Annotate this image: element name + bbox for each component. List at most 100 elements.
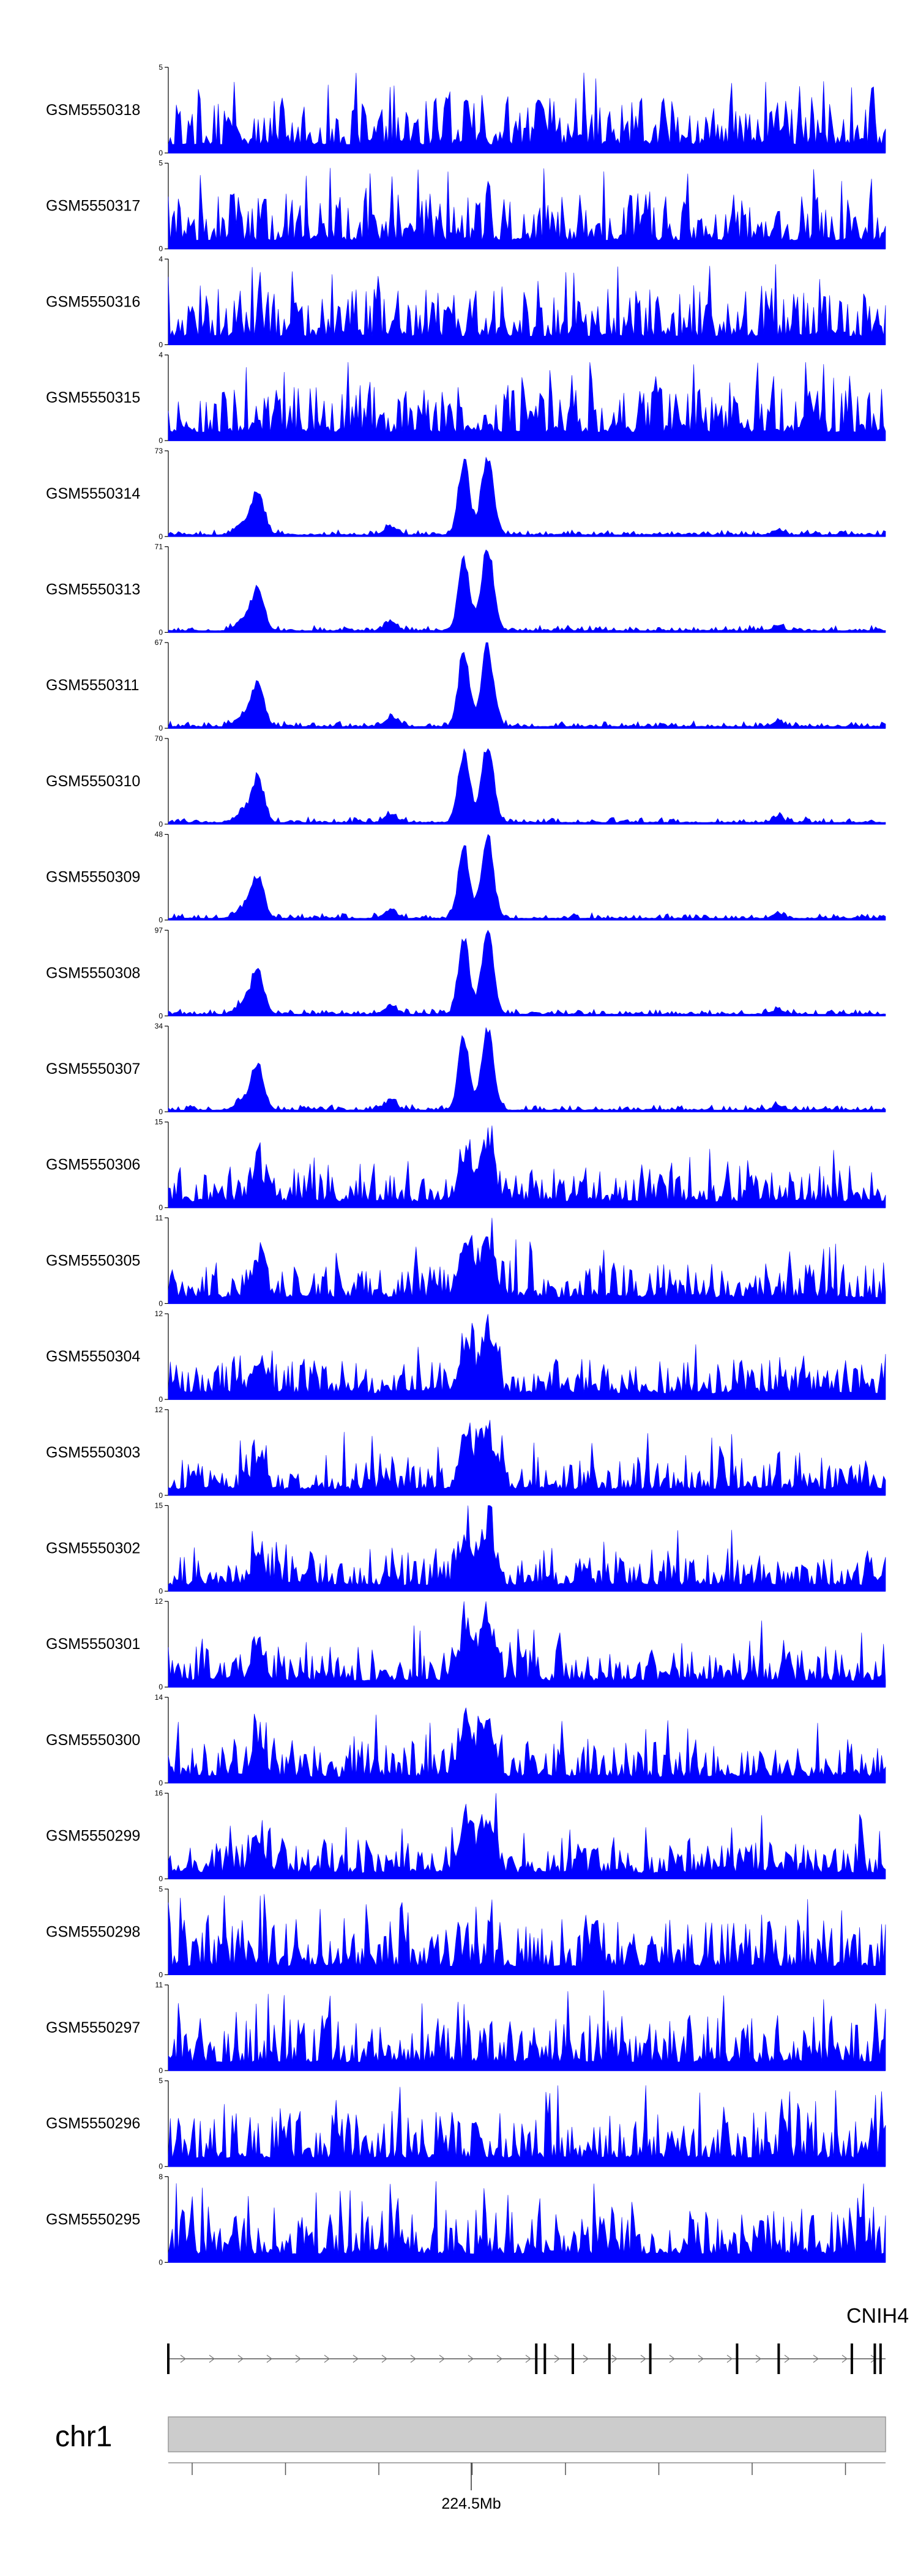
y-tick-label-min: 0 <box>159 436 163 445</box>
strand-arrow-icon <box>381 2355 387 2363</box>
strand-arrow-icon <box>468 2355 474 2363</box>
y-tick-label-max: 11 <box>155 1213 163 1222</box>
track-label: GSM5550317 <box>46 198 140 215</box>
signal-area <box>168 1420 886 1496</box>
y-tick-label-max: 4 <box>159 351 163 359</box>
signal-area <box>168 1990 886 2071</box>
exon <box>649 2343 652 2374</box>
y-tick-label-min: 0 <box>159 1779 163 1787</box>
strand-arrow-icon <box>295 2355 301 2363</box>
y-tick-label-max: 12 <box>155 1309 163 1318</box>
strand-arrow-icon <box>180 2355 186 2363</box>
signal-area <box>168 549 886 633</box>
y-tick-label-max: 15 <box>155 1502 163 1510</box>
strand-arrow-icon <box>209 2355 215 2363</box>
exon <box>608 2343 611 2374</box>
y-tick-label-max: 5 <box>159 2077 163 2085</box>
exon <box>572 2343 575 2374</box>
strand-arrow-icon <box>237 2355 244 2363</box>
y-tick-label-max: 67 <box>155 638 163 647</box>
signal-area <box>168 72 886 154</box>
y-tick-label-max: 5 <box>159 1885 163 1893</box>
y-tick-label-min: 0 <box>159 1395 163 1404</box>
strand-arrow-icon <box>784 2355 790 2363</box>
strand-arrow-icon <box>439 2355 445 2363</box>
signal-area <box>168 1125 886 1208</box>
signal-area <box>168 1027 886 1112</box>
track-GSM5550295: GSM5550295 8 0 <box>46 2172 886 2266</box>
signal-area <box>168 1894 886 1975</box>
signal-area <box>168 264 886 345</box>
y-tick-label-max: 15 <box>155 1118 163 1126</box>
position-axis <box>168 2462 886 2490</box>
exon <box>736 2343 739 2374</box>
strand-arrow-icon <box>410 2355 416 2363</box>
y-tick-label-min: 0 <box>159 1491 163 1500</box>
track-label: GSM5550314 <box>46 485 140 502</box>
track-GSM5550311: GSM5550311 67 0 <box>46 638 886 732</box>
signal-area <box>168 642 886 729</box>
track-GSM5550299: GSM5550299 16 0 <box>46 1789 886 1883</box>
strand-arrow-icon <box>726 2355 733 2363</box>
track-GSM5550296: GSM5550296 5 0 <box>46 2077 886 2171</box>
signal-area <box>168 168 886 249</box>
y-tick-label-min: 0 <box>159 1683 163 1691</box>
y-tick-label-max: 16 <box>155 1789 163 1798</box>
track-GSM5550310: GSM5550310 70 0 <box>46 734 886 828</box>
track-label: GSM5550298 <box>46 1923 140 1940</box>
track-label: GSM5550307 <box>46 1060 140 1078</box>
strand-arrow-icon <box>755 2355 761 2363</box>
y-tick-label-min: 0 <box>159 820 163 828</box>
strand-arrow-icon <box>525 2355 531 2363</box>
y-tick-label-max: 12 <box>155 1597 163 1606</box>
strand-arrow-icon <box>611 2355 618 2363</box>
track-GSM5550303: GSM5550303 12 0 <box>46 1405 886 1500</box>
y-tick-label-min: 0 <box>159 1299 163 1308</box>
track-GSM5550313: GSM5550313 71 0 <box>46 543 886 637</box>
signal-area <box>168 929 886 1016</box>
track-GSM5550314: GSM5550314 73 0 <box>46 447 886 541</box>
y-tick-label-max: 4 <box>159 255 163 263</box>
signal-area <box>168 1601 886 1688</box>
track-label: GSM5550304 <box>46 1348 140 1365</box>
y-tick-label-max: 73 <box>155 447 163 455</box>
y-tick-label-min: 0 <box>159 245 163 253</box>
y-tick-label-min: 0 <box>159 2162 163 2171</box>
exon <box>777 2343 780 2374</box>
signal-area <box>168 1793 886 1879</box>
exon <box>167 2343 170 2374</box>
track-GSM5550307: GSM5550307 34 0 <box>46 1022 886 1116</box>
signal-area <box>168 362 886 441</box>
strand-arrow-icon <box>669 2355 675 2363</box>
gene-label: CNIH4 <box>846 2304 909 2328</box>
strand-arrow-icon <box>496 2355 502 2363</box>
signal-area <box>168 456 886 537</box>
track-GSM5550309: GSM5550309 48 0 <box>46 830 886 925</box>
y-tick-label-min: 0 <box>159 532 163 541</box>
track-label: GSM5550299 <box>46 1828 140 1845</box>
track-label: GSM5550303 <box>46 1444 140 1461</box>
strand-arrow-icon <box>813 2355 819 2363</box>
track-GSM5550316: GSM5550316 4 0 <box>46 255 886 349</box>
y-tick-label-min: 0 <box>159 1587 163 1596</box>
track-label: GSM5550315 <box>46 389 140 406</box>
y-tick-label-max: 12 <box>155 1405 163 1414</box>
track-GSM5550315: GSM5550315 4 0 <box>46 351 886 445</box>
y-tick-label-max: 11 <box>155 1981 163 1989</box>
y-tick-label-min: 0 <box>159 628 163 637</box>
track-GSM5550318: GSM5550318 5 0 <box>46 63 886 157</box>
signal-area <box>168 834 886 920</box>
strand-arrow-icon <box>698 2355 704 2363</box>
chromosome-band <box>168 2416 886 2452</box>
exon <box>879 2343 882 2374</box>
y-tick-label-max: 97 <box>155 926 163 934</box>
track-GSM5550306: GSM5550306 15 0 <box>46 1118 886 1212</box>
strand-arrow-icon <box>324 2355 330 2363</box>
strand-arrow-icon <box>640 2355 646 2363</box>
y-tick-label-min: 0 <box>159 2066 163 2075</box>
strand-arrow-icon <box>583 2355 589 2363</box>
track-GSM5550304: GSM5550304 12 0 <box>46 1309 886 1404</box>
signal-area <box>168 1707 886 1784</box>
y-tick-label-max: 8 <box>159 2172 163 2181</box>
